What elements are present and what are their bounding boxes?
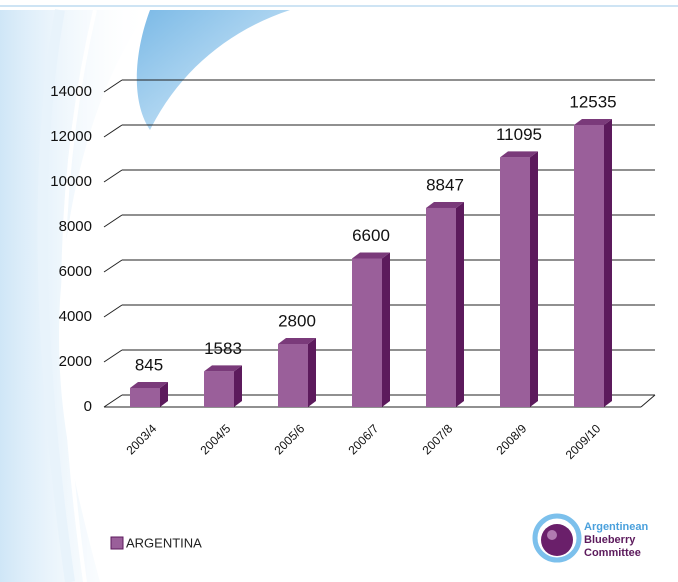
legend-label: ARGENTINA — [126, 535, 202, 550]
y-tick-label: 2000 — [59, 353, 92, 370]
value-label: 12535 — [569, 92, 616, 111]
y-tick-label: 10000 — [50, 173, 92, 190]
value-label: 6600 — [352, 226, 390, 245]
value-label: 845 — [135, 355, 163, 374]
bar — [204, 371, 234, 407]
bar — [278, 344, 308, 407]
logo-text: Blueberry — [584, 534, 636, 546]
bar-side — [456, 202, 464, 407]
y-tick-label: 0 — [84, 398, 92, 415]
value-label: 2800 — [278, 311, 316, 330]
logo-text: Argentinean — [584, 521, 648, 533]
bar — [574, 125, 604, 407]
chart: 020004000600080001000012000140008452003/… — [0, 0, 678, 582]
value-label: 11095 — [496, 125, 542, 144]
bar — [500, 157, 530, 407]
bar-side — [234, 365, 242, 407]
bar-side — [382, 253, 390, 408]
legend-swatch — [111, 537, 123, 549]
y-tick-label: 6000 — [59, 263, 92, 280]
logo-text: Committee — [584, 547, 641, 559]
value-label: 1583 — [204, 339, 242, 358]
bar — [130, 388, 160, 407]
y-tick-label: 12000 — [50, 128, 92, 145]
value-label: 8847 — [426, 175, 464, 194]
bar — [426, 208, 456, 407]
bar-side — [530, 151, 538, 407]
y-tick-label: 4000 — [59, 308, 92, 325]
y-tick-label: 8000 — [59, 218, 92, 235]
bar-side — [604, 119, 612, 407]
bar-side — [308, 338, 316, 407]
bar — [352, 259, 382, 408]
y-tick-label: 14000 — [50, 83, 92, 100]
